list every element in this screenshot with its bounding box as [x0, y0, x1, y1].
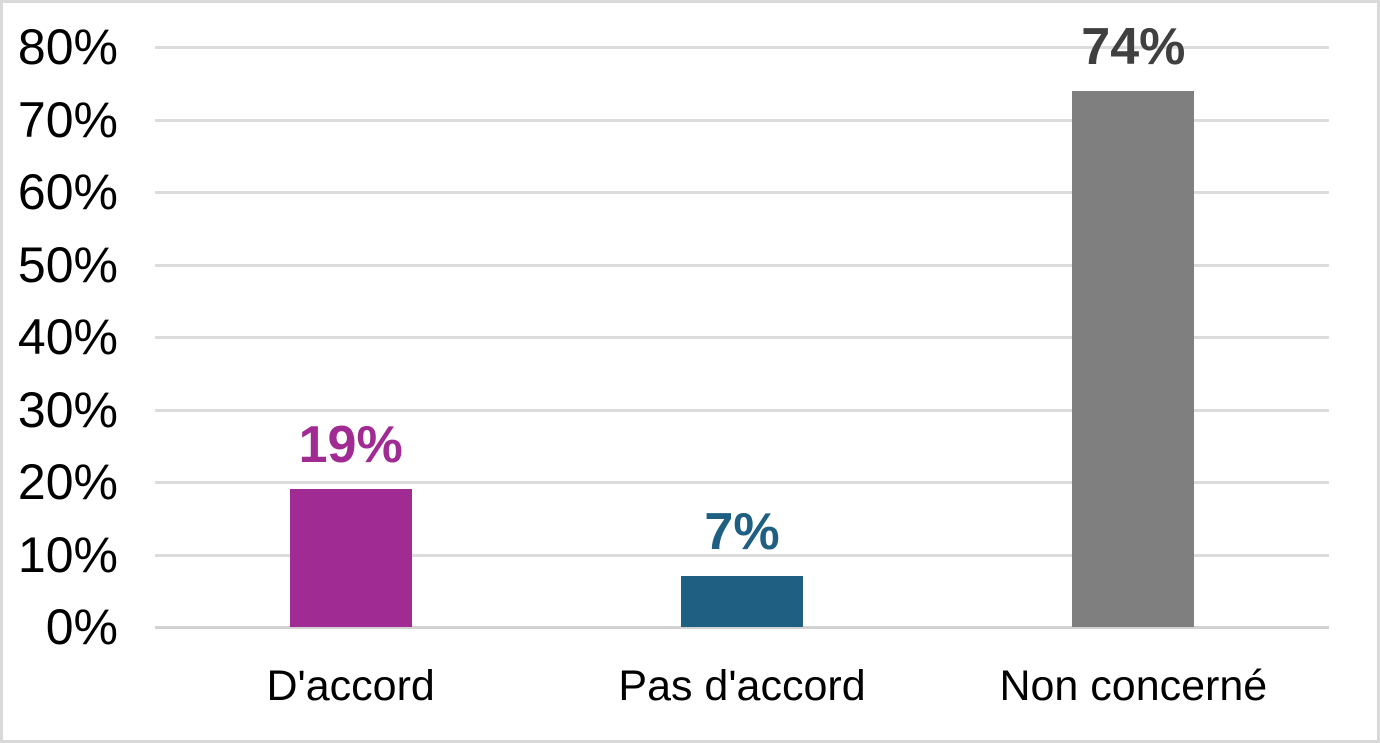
bar-value-label: 19%	[298, 416, 403, 475]
x-axis-category-label: D'accord	[266, 662, 435, 710]
y-axis-tick-label: 50%	[17, 236, 118, 293]
y-gridline	[155, 46, 1329, 49]
x-axis-line	[155, 626, 1329, 629]
y-axis-tick-label: 60%	[17, 164, 118, 220]
y-gridline	[155, 263, 1329, 267]
y-axis-tick-label: 40%	[17, 309, 118, 365]
bar-value-label: 74%	[1081, 17, 1186, 76]
x-axis-category-label: Pas d'accord	[618, 662, 866, 710]
bar-chart-plot-area: 0% 10% 20% 30% 40% 50% 60% 70% 80% 19% D'accord 7% P…	[3, 3, 1377, 740]
bar	[289, 489, 412, 627]
y-axis-tick-label: 20%	[17, 454, 118, 510]
y-gridline	[155, 408, 1329, 412]
y-axis-tick-label: 30%	[17, 381, 118, 438]
y-gridline	[155, 336, 1329, 339]
bar	[1072, 90, 1195, 627]
y-gridline	[155, 553, 1329, 557]
x-axis-category-label: Non concerné	[999, 662, 1268, 710]
y-gridline	[155, 481, 1329, 484]
y-axis-tick-label: 70%	[17, 91, 118, 148]
bar-value-label: 7%	[704, 503, 780, 562]
y-gridline	[155, 191, 1329, 194]
y-axis-tick-label: 0%	[45, 599, 118, 655]
y-axis-tick-label: 10%	[17, 526, 118, 583]
y-axis-tick-label: 80%	[17, 19, 118, 75]
y-gridline	[155, 118, 1329, 122]
bar	[681, 576, 803, 627]
